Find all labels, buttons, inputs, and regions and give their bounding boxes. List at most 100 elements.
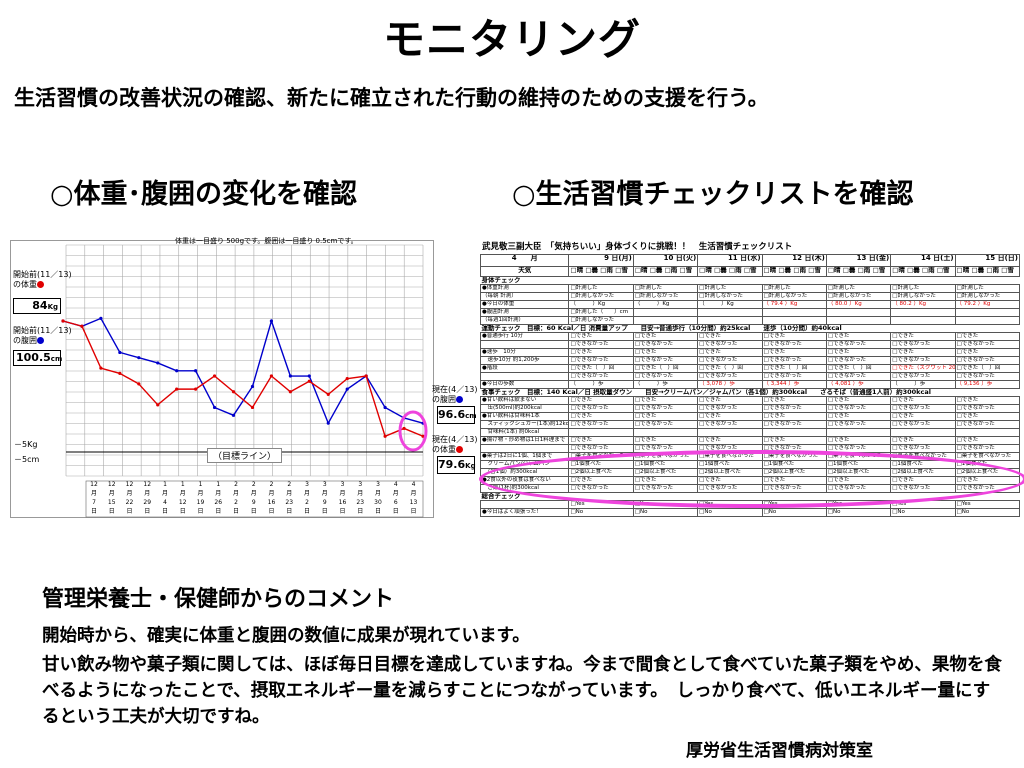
start-waist-label: 開始前(11／13) の腹囲	[13, 326, 72, 346]
checklist-cell: □できた	[568, 332, 634, 341]
checklist-cell: □できなかった	[825, 356, 892, 365]
current-weight-label-text: 現在(4／13) の体重	[432, 435, 478, 454]
checklist-cell	[761, 308, 827, 317]
checklist-cell: □計測した	[761, 284, 827, 293]
checklist-row-label	[480, 372, 570, 381]
date-part: 日	[215, 508, 222, 515]
checklist-cell: （ 3,078 ）歩	[697, 380, 763, 389]
start-weight-unit: Kg	[47, 303, 58, 311]
checklist-cell: □計測した	[697, 284, 763, 293]
checklist-cell: □できた	[632, 396, 699, 405]
current-waist-value-box: 96.6cm	[437, 406, 477, 424]
source-credit: 厚労省生活習慣病対策室	[686, 741, 873, 761]
date-part: 12	[90, 481, 98, 488]
checklist-cell: □できなかった	[632, 404, 699, 413]
checklist-cell: □できなかった	[954, 340, 1020, 349]
date-part: 日	[392, 508, 399, 515]
checklist-cell	[568, 428, 634, 437]
checklist-row-label: 缶(500ml)約200kcal	[480, 404, 570, 413]
checklist-cell: □できなかった	[568, 340, 634, 349]
checklist-row-label	[480, 444, 570, 453]
date-part: 日	[250, 508, 257, 515]
weight-dot-icon	[37, 281, 44, 288]
checklist-cell: □No	[568, 508, 634, 517]
checklist-cell: □できなかった	[568, 444, 634, 453]
checklist-row-label: ●腹囲計測	[480, 308, 570, 317]
checklist-cell: □計測しなかった	[632, 292, 699, 301]
checklist-cell: （ 4,081 ）歩	[825, 380, 892, 389]
date-part: 4	[163, 499, 167, 506]
current-value-highlight	[398, 410, 428, 452]
date-part: 月	[410, 490, 417, 497]
chart-date-label: 12 月 29 日	[138, 480, 156, 516]
checklist-cell	[697, 316, 763, 325]
checklist-cell: □できた	[568, 412, 634, 421]
date-part: 16	[338, 499, 347, 506]
date-part: 26	[214, 499, 223, 506]
checklist-cell	[954, 316, 1020, 325]
waist-series-point	[269, 319, 274, 323]
checklist-cell: □できた（ ）回	[697, 364, 763, 373]
checklist-section-title: 運動チェック 目標：60 Kcal／日 消費量アップ 目安→普通歩行（10分間）…	[480, 324, 1020, 333]
checklist-row-label: ●今日の歩数	[480, 380, 570, 389]
checklist-cell: （ 9,136 ）歩	[954, 380, 1020, 389]
checklist-cell: □できなかった	[890, 356, 956, 365]
date-part: 日	[232, 508, 239, 515]
checklist-cell	[761, 428, 827, 437]
date-part: 日	[321, 508, 328, 515]
checklist-cell: □できなかった	[954, 444, 1020, 453]
checklist-cell: □できた	[568, 396, 634, 405]
waist-series-point	[175, 369, 179, 373]
date-part: 12	[178, 499, 187, 506]
checklist-cell: □できた	[825, 332, 892, 341]
checklist-cell	[890, 428, 956, 437]
date-part: 2	[287, 481, 292, 488]
weight-series-point	[194, 387, 198, 391]
date-part: 3	[340, 481, 345, 488]
checklist-day-header: 12 日(木)	[761, 254, 827, 267]
chart-date-label: 3 月 16 日	[334, 480, 352, 516]
date-part: 12	[125, 481, 134, 488]
checklist-cell	[890, 308, 956, 317]
checklist-section-title: 身体チェック	[480, 276, 1020, 285]
date-part: 7	[92, 499, 96, 506]
checklist-cell: □計測しなかった	[697, 292, 763, 301]
checklist-cell: □できた（ ）回	[954, 364, 1020, 373]
checklist-row-label: ●速歩 10分	[480, 348, 570, 357]
current-waist-unit: cm	[465, 412, 477, 420]
date-part: 6	[393, 499, 398, 506]
checklist-cell: □できた	[954, 396, 1020, 405]
checklist-cell: □できた	[825, 412, 892, 421]
weight-series-point	[80, 324, 84, 328]
checklist-cell: □菓子を食べなかった	[954, 452, 1020, 461]
date-part: 月	[374, 490, 381, 497]
checklist-cell: □できなかった	[825, 340, 892, 349]
date-part: 2	[234, 481, 238, 488]
checklist-cell: □できなかった	[890, 444, 956, 453]
checklist-cell: □できた	[890, 412, 956, 421]
start-weight-label-text: 開始前(11／13) の体重	[13, 270, 72, 289]
date-part: 月	[392, 490, 399, 497]
checklist-cell: □できた	[697, 332, 763, 341]
date-part: 2	[234, 499, 238, 506]
checklist-cell: （ ）歩	[632, 380, 699, 389]
checklist-cell: □できた（ ）回	[825, 364, 892, 373]
chart-date-label: 3 月 9 日	[316, 480, 334, 516]
date-part: 月	[108, 490, 115, 497]
weight-series-point	[383, 434, 387, 438]
checklist-cell	[825, 308, 892, 317]
date-part: 日	[374, 508, 381, 515]
habit-checklist: 武見敬三副大臣 「気持ちいい」身体づくりに挑戦！！ 生活習慣チェックリスト 4 …	[480, 238, 1020, 614]
checklist-cell: □できなかった	[697, 404, 763, 413]
checklist-cell: □計測した（ ）cm	[568, 308, 634, 317]
checklist-cell: （ ）歩	[890, 380, 956, 389]
checklist-cell: （ ）Kg	[568, 300, 634, 309]
checklist-cell: □計測しなかった	[890, 292, 956, 301]
checklist-cell	[825, 428, 892, 437]
date-part: 月	[179, 490, 186, 497]
checklist-cell: □計測しなかった	[954, 292, 1020, 301]
checklist-cell: □できた	[825, 396, 892, 405]
date-part: 22	[125, 499, 134, 506]
checklist-cell: □できた（ ）回	[761, 364, 827, 373]
chart-date-label: 1 月 19 日	[192, 480, 210, 516]
